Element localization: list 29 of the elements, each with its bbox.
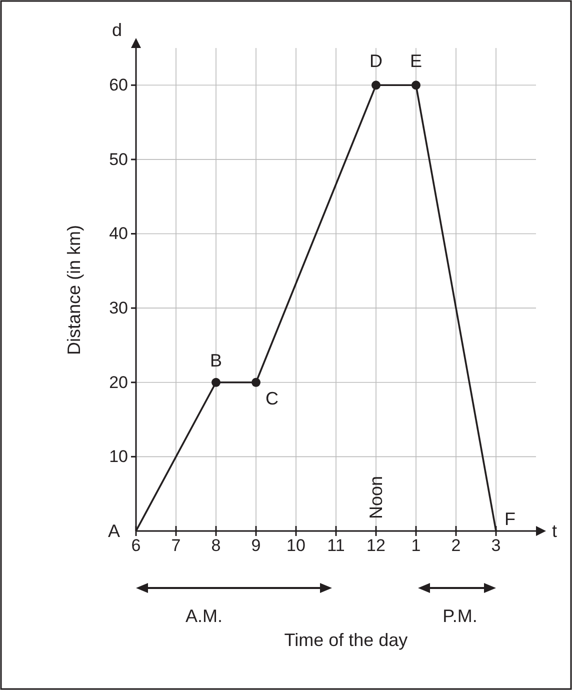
- y-tick-label: 40: [109, 224, 128, 244]
- x-tick-label: 9: [251, 536, 261, 556]
- x-tick-label: 1: [411, 536, 421, 556]
- annotation: D: [370, 51, 382, 72]
- x-tick-label: 2: [451, 536, 461, 556]
- text: P.M.: [442, 606, 478, 626]
- annotation: C: [266, 388, 278, 408]
- x-tick-label: 10: [286, 536, 306, 556]
- x-tick-label: 12: [366, 536, 386, 556]
- annotation: E: [410, 51, 422, 72]
- y-tick-label: 30: [109, 298, 128, 318]
- y-tick-label: 60: [109, 76, 128, 95]
- text: A.M.: [185, 606, 223, 626]
- annotation: A: [108, 521, 120, 541]
- y-tick-label: 20: [109, 372, 128, 392]
- text: d: [112, 20, 122, 40]
- y-axis-title: Distance (in km): [64, 224, 84, 356]
- annotation: Noon: [366, 476, 386, 519]
- x-tick-label: 6: [131, 536, 141, 556]
- annotation: B: [210, 350, 222, 370]
- y-tick-label: 50: [109, 150, 128, 169]
- y-tick-label: 10: [109, 447, 128, 466]
- annotation: F: [504, 509, 516, 529]
- x-tick-label: 8: [211, 536, 221, 556]
- x-tick-label: 3: [491, 536, 501, 556]
- x-tick-label: 11: [327, 536, 345, 556]
- x-axis-title: Time of the day: [284, 630, 408, 650]
- text: t: [552, 521, 558, 541]
- x-tick-label: 7: [171, 536, 181, 556]
